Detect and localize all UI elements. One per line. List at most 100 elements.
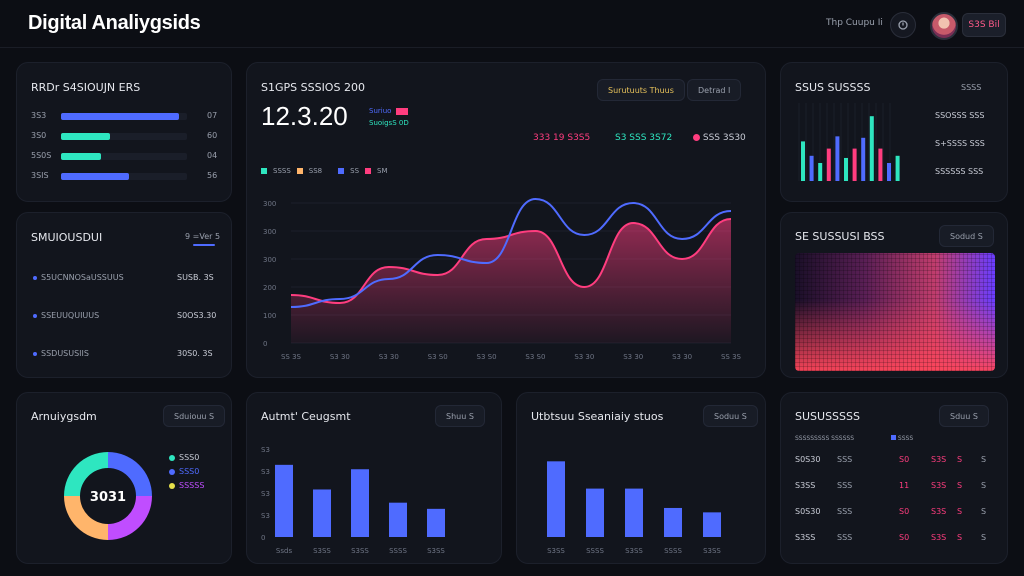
table-cell: S xyxy=(981,481,987,490)
table-cell: S xyxy=(981,507,987,516)
legend-swatch xyxy=(365,168,372,174)
bar-track xyxy=(61,113,187,120)
mini-bar xyxy=(869,116,874,181)
y-tick-label: 200 xyxy=(263,284,276,292)
metric-list-card: SMUIOUSDUI 9 =Ver 5 S5UCNNOSaUSSUUS SUSB.… xyxy=(16,212,232,378)
donut-slice xyxy=(64,496,108,540)
app-title: Digital Analiygsids xyxy=(28,12,201,34)
bar-chart-card-a: Autmt' Ceugsmt Shuu S 0 S3 S3 S3 S3 Ssds S3SS S… xyxy=(246,392,502,564)
bar xyxy=(275,464,293,537)
line-chart: 0 100 200 300 300 300 SS 3S S3 30 S3 30 S3 S0 S3 S… xyxy=(263,197,742,361)
mini-bar xyxy=(801,141,805,181)
bar-value: 07 xyxy=(207,111,218,120)
card-title: RRDr S4SIOUJN ERS xyxy=(31,81,141,94)
mini-bar xyxy=(878,148,883,181)
stat-pink-dot: SSS 3S30 xyxy=(693,133,746,143)
table-cell: SSS xyxy=(837,533,853,542)
legend-tag-teal: SuoigsS 0D xyxy=(369,119,409,127)
table-cell: S xyxy=(957,455,963,464)
bar xyxy=(389,502,407,537)
heatmap xyxy=(795,253,995,371)
x-tick-label: SSSS xyxy=(586,547,604,555)
bar-a-button[interactable]: Shuu S xyxy=(435,405,485,427)
y-tick-label: 300 xyxy=(263,228,276,236)
legend-tag-blue: Suriuo xyxy=(369,107,408,115)
x-tick-label: SSSS xyxy=(664,547,682,555)
donut-center-label: 3031 xyxy=(90,490,126,505)
filter-button[interactable]: Surutuuts Thuus xyxy=(597,79,685,101)
list-item-label: SSEUUQUIUUS xyxy=(41,311,100,320)
bar xyxy=(664,507,682,537)
y-tick-label: 100 xyxy=(263,312,276,320)
table-cell: S3S xyxy=(931,507,947,516)
bar-value: 60 xyxy=(207,131,218,140)
y-tick-label: S3 xyxy=(261,468,270,476)
avatar[interactable] xyxy=(930,12,958,40)
table-cell: S0S30 xyxy=(795,507,821,516)
list-item-label: S5UCNNOSaUSSUUS xyxy=(41,273,124,282)
bar-chart-b: S3SS SSSS S3SS SSSS S3SS xyxy=(547,461,721,555)
bar xyxy=(351,469,369,537)
bar xyxy=(313,489,331,537)
y-tick-label: 0 xyxy=(263,340,267,348)
mini-bar xyxy=(844,157,848,181)
user-chip[interactable]: S3S Bil xyxy=(962,13,1006,37)
donut-button[interactable]: Sduiouu S xyxy=(163,405,226,427)
top-bar: Digital Analiygsids Thp Cuupu Ii S3S Bil xyxy=(0,0,1024,48)
legend-swatch xyxy=(296,168,303,174)
card-title: SMUIOUSDUI xyxy=(31,231,103,244)
y-tick-label: 300 xyxy=(263,200,276,208)
table-button[interactable]: Sduu S xyxy=(939,405,989,427)
y-tick-label: S3 xyxy=(261,446,270,454)
y-tick-label: 0 xyxy=(261,534,265,542)
bar xyxy=(427,508,445,537)
table-cell: S3S xyxy=(931,533,947,542)
x-tick-label: S3 30 xyxy=(574,353,594,361)
y-tick-label: S3 xyxy=(261,490,270,498)
mini-bar xyxy=(861,137,866,181)
x-tick-label: S3SS xyxy=(547,547,565,555)
table-cell: SSS xyxy=(837,455,853,464)
action-button[interactable]: Detrad I xyxy=(687,79,742,101)
table-cell: S3S xyxy=(931,455,947,464)
bar-chart-a: 0 S3 S3 S3 S3 Ssds S3SS S3SS SSSS S3SS xyxy=(261,446,445,555)
bar-b-button[interactable]: Soduu S xyxy=(703,405,758,427)
bar-value: 56 xyxy=(207,171,218,180)
bar xyxy=(703,512,721,537)
table-cell: S3SS xyxy=(795,533,816,542)
mini-bar xyxy=(809,155,814,181)
chart-legend: SSSS SS8 SS SM xyxy=(261,167,388,175)
header-link[interactable]: Thp Cuupu Ii xyxy=(826,18,883,28)
bar-fill xyxy=(61,153,101,160)
stat-line: SSSSSS SSS xyxy=(935,167,984,176)
circle-icon xyxy=(898,20,908,30)
bar-list-card: RRDr S4SIOUJN ERS 3S3 07 3S0 60 5S0S 04 3SIS 56 xyxy=(16,62,232,202)
y-tick-label: S3 xyxy=(261,512,270,520)
table-cell: S3SS xyxy=(795,481,816,490)
mini-bar-chart xyxy=(798,103,900,181)
donut-slice xyxy=(108,496,152,540)
list-item-label: SSDUSUSIIS xyxy=(41,349,89,358)
x-tick-label: S3 S0 xyxy=(477,353,497,361)
card-link[interactable]: SSSS xyxy=(961,83,982,92)
legend-label: SSS0 xyxy=(179,467,200,476)
mini-bar-card: SSUS SUSSSS SSSS SSOSSS SSS S+SSSS SSS SSS… xyxy=(780,62,1008,202)
bar-track xyxy=(61,133,187,140)
settings-button[interactable] xyxy=(890,12,916,38)
table-cell: 11 xyxy=(899,481,910,490)
big-number: 12.3.20 xyxy=(261,101,348,131)
list-item-value: S0OS3.30 xyxy=(177,311,217,320)
stat-line: SSOSSS SSS xyxy=(935,111,985,120)
legend-swatch xyxy=(261,168,267,174)
x-tick-label: S3 30 xyxy=(623,353,643,361)
card-title: SSUS SUSSSS xyxy=(795,81,871,94)
x-tick-label: S3SS xyxy=(703,547,721,555)
version-badge[interactable]: 9 =Ver 5 xyxy=(185,232,221,241)
donut-slice xyxy=(108,452,152,496)
heatmap-button[interactable]: Sodud S xyxy=(939,225,994,247)
list-bullet xyxy=(33,276,37,280)
card-title: Autmt' Ceugsmt xyxy=(261,410,351,423)
table-cell: S xyxy=(981,533,987,542)
card-title: Utbtsuu Sseaniaiy stuos xyxy=(531,410,664,423)
table-cell: S3S xyxy=(931,481,947,490)
